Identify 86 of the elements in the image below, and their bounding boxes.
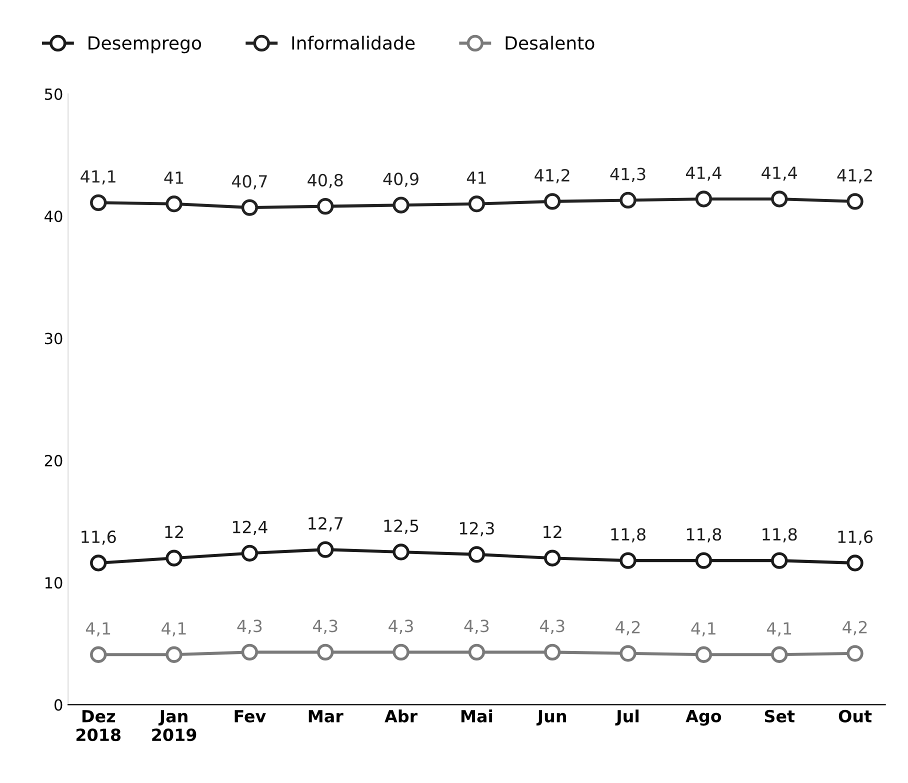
- data-label: 4,3: [237, 620, 262, 634]
- data-label: 11,8: [611, 528, 646, 542]
- data-label: 12,7: [308, 517, 342, 532]
- point: [90, 194, 107, 212]
- x-tick-label: Mar: [308, 710, 344, 722]
- data-label: 4,1: [86, 622, 110, 636]
- data-label: 41,4: [686, 166, 722, 181]
- y-tick-label: 0: [54, 699, 62, 711]
- point: [771, 646, 788, 663]
- data-label: 4,3: [312, 620, 338, 634]
- point: [771, 552, 788, 569]
- data-label: 41: [164, 172, 184, 184]
- point: [392, 644, 410, 661]
- x-tick-label: Jan 2019: [152, 710, 196, 742]
- y-tick-label: 40: [44, 210, 62, 222]
- x-tick-label: Abr: [384, 710, 418, 722]
- point: [846, 554, 864, 572]
- point: [241, 199, 258, 216]
- data-label: 41: [466, 172, 486, 184]
- data-label: 4,1: [162, 622, 186, 636]
- point: [620, 192, 636, 209]
- data-label: 12: [544, 526, 562, 538]
- x-tick-label: Out: [838, 710, 872, 722]
- x-tick-label: Set: [764, 710, 795, 722]
- point: [166, 646, 182, 663]
- data-label: 41,4: [762, 166, 797, 181]
- x-tick-label: Ago: [686, 710, 722, 726]
- data-label: 4,1: [691, 622, 716, 636]
- point: [317, 541, 334, 558]
- legend-label: Informalidade: [292, 36, 415, 50]
- data-label: 4,3: [464, 620, 489, 634]
- point: [468, 644, 486, 661]
- x-tick-label: Mai: [461, 710, 492, 722]
- x-tick-label: Jul: [615, 710, 639, 726]
- data-label: 11,8: [686, 528, 722, 542]
- point: [317, 644, 334, 661]
- y-tick-label: 30: [44, 332, 62, 344]
- point: [166, 196, 182, 212]
- point: [241, 544, 258, 562]
- data-label: 40,9: [383, 172, 418, 187]
- data-label: 40,8: [308, 174, 343, 188]
- point: [166, 550, 182, 566]
- y-tick-label: 10: [45, 577, 62, 589]
- point: [695, 646, 712, 663]
- point: [771, 190, 788, 208]
- point: [90, 646, 107, 663]
- data-label: 12,5: [384, 520, 418, 534]
- x-tick-label: Fev: [234, 710, 266, 722]
- point: [544, 644, 561, 661]
- point: [90, 554, 107, 572]
- data-label: 41,1: [80, 170, 116, 184]
- point: [846, 645, 864, 662]
- data-label: 12: [165, 526, 183, 538]
- data-label: 41,2: [534, 168, 570, 184]
- point: [620, 552, 636, 569]
- x-tick-label: Dez 2018: [76, 710, 121, 742]
- data-label: 41,3: [610, 168, 646, 182]
- point: [317, 198, 334, 215]
- x-tick-label: Jun: [536, 710, 566, 726]
- point: [392, 196, 410, 214]
- data-label: 41,2: [837, 168, 872, 184]
- point: [544, 550, 561, 566]
- data-label: 4,3: [388, 620, 413, 634]
- point: [695, 552, 712, 569]
- legend-label: Desemprego: [88, 36, 202, 54]
- data-label: 12,3: [460, 522, 494, 536]
- data-label: 12,4: [232, 520, 268, 536]
- data-label: 4,2: [842, 620, 867, 636]
- point: [695, 190, 712, 208]
- data-label: 4,1: [766, 622, 792, 636]
- point: [544, 193, 561, 210]
- point: [392, 544, 410, 560]
- point: [468, 546, 486, 563]
- y-tick-label: 50: [44, 88, 62, 100]
- data-label: 11,6: [838, 530, 873, 545]
- data-label: 4,2: [616, 620, 640, 636]
- data-label: 11,6: [82, 530, 116, 545]
- data-label: 4,3: [540, 620, 564, 634]
- point: [468, 196, 486, 212]
- point: [241, 644, 258, 661]
- point: [846, 193, 864, 210]
- y-tick-label: 20: [44, 454, 62, 466]
- data-label: 40,7: [232, 175, 267, 190]
- point: [620, 645, 636, 662]
- data-label: 11,8: [762, 528, 797, 542]
- legend-label: Desalento: [506, 36, 594, 50]
